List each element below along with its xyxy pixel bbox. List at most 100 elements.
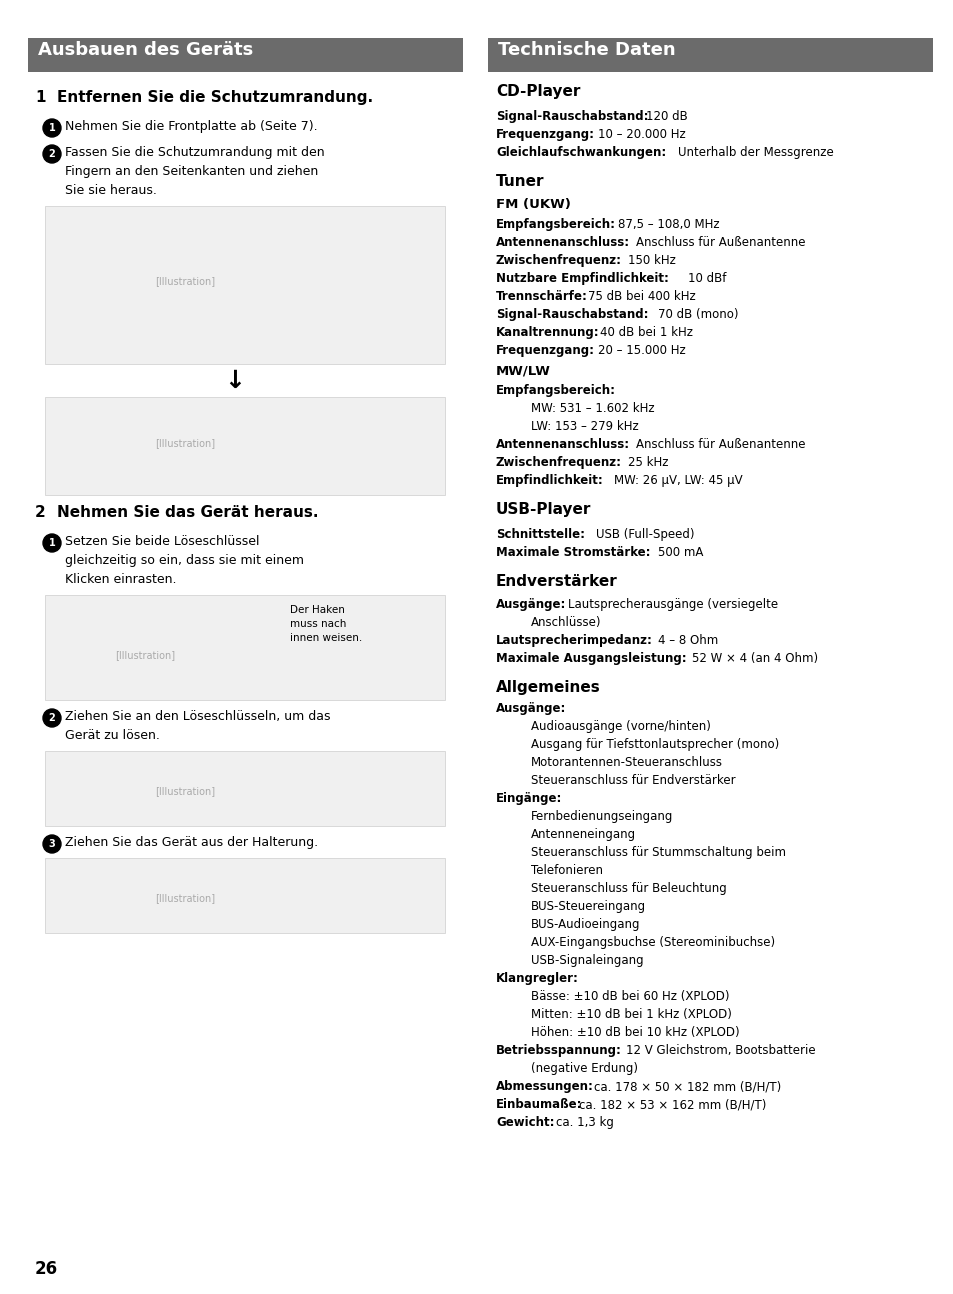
Text: Ziehen Sie an den Löseschlüsseln, um das: Ziehen Sie an den Löseschlüsseln, um das xyxy=(65,710,330,723)
Text: Technische Daten: Technische Daten xyxy=(497,41,675,60)
Text: AUX-Eingangsbuchse (Stereominibuchse): AUX-Eingangsbuchse (Stereominibuchse) xyxy=(531,936,774,949)
Text: Kanaltrennung:: Kanaltrennung: xyxy=(496,326,599,339)
Text: Fernbedienungseingang: Fernbedienungseingang xyxy=(531,810,673,823)
Text: 70 dB (mono): 70 dB (mono) xyxy=(658,308,738,321)
Text: USB (Full-Speed): USB (Full-Speed) xyxy=(596,528,694,541)
Text: Nutzbare Empfindlichkeit:: Nutzbare Empfindlichkeit: xyxy=(496,272,668,285)
Text: 10 – 20.000 Hz: 10 – 20.000 Hz xyxy=(598,128,685,141)
Text: 87,5 – 108,0 MHz: 87,5 – 108,0 MHz xyxy=(618,217,719,232)
Text: USB-Signaleingang: USB-Signaleingang xyxy=(531,954,643,967)
Text: 75 dB bei 400 kHz: 75 dB bei 400 kHz xyxy=(587,290,695,303)
Text: LW: 153 – 279 kHz: LW: 153 – 279 kHz xyxy=(531,421,639,433)
Text: muss nach: muss nach xyxy=(290,619,346,629)
Text: Abmessungen:: Abmessungen: xyxy=(496,1080,594,1093)
Text: Ausgänge:: Ausgänge: xyxy=(496,598,566,611)
Text: Fingern an den Seitenkanten und ziehen: Fingern an den Seitenkanten und ziehen xyxy=(65,166,318,179)
Text: [Illustration]: [Illustration] xyxy=(115,650,175,660)
FancyBboxPatch shape xyxy=(488,38,932,72)
Text: 2: 2 xyxy=(49,149,55,159)
Text: CD-Player: CD-Player xyxy=(496,84,579,100)
Circle shape xyxy=(43,709,61,727)
Text: Empfindlichkeit:: Empfindlichkeit: xyxy=(496,474,603,487)
Circle shape xyxy=(43,145,61,163)
Text: Nehmen Sie die Frontplatte ab (Seite 7).: Nehmen Sie die Frontplatte ab (Seite 7). xyxy=(65,120,317,133)
Text: Gleichlaufschwankungen:: Gleichlaufschwankungen: xyxy=(496,146,665,159)
Text: [Illustration]: [Illustration] xyxy=(154,276,214,286)
Text: ca. 182 × 53 × 162 mm (B/H/T): ca. 182 × 53 × 162 mm (B/H/T) xyxy=(578,1099,765,1112)
Text: Maximale Ausgangsleistung:: Maximale Ausgangsleistung: xyxy=(496,652,686,665)
Text: 2: 2 xyxy=(35,505,46,520)
Text: Frequenzgang:: Frequenzgang: xyxy=(496,344,595,357)
Text: MW: 26 μV, LW: 45 μV: MW: 26 μV, LW: 45 μV xyxy=(614,474,741,487)
Text: Tuner: Tuner xyxy=(496,173,544,189)
Text: Mitten: ±10 dB bei 1 kHz (XPLOD): Mitten: ±10 dB bei 1 kHz (XPLOD) xyxy=(531,1008,731,1021)
FancyBboxPatch shape xyxy=(45,595,444,700)
Text: Audioausgänge (vorne/hinten): Audioausgänge (vorne/hinten) xyxy=(531,719,710,732)
Text: 4 – 8 Ohm: 4 – 8 Ohm xyxy=(658,634,718,647)
Text: 3: 3 xyxy=(49,839,55,849)
Text: USB-Player: USB-Player xyxy=(496,502,591,518)
Text: 120 dB: 120 dB xyxy=(645,110,687,123)
Text: 2: 2 xyxy=(49,713,55,723)
Text: Schnittstelle:: Schnittstelle: xyxy=(496,528,584,541)
Circle shape xyxy=(43,119,61,137)
Text: MW/LW: MW/LW xyxy=(496,365,550,378)
Text: Klangregler:: Klangregler: xyxy=(496,972,578,985)
Text: Lautsprecherausgänge (versiegelte: Lautsprecherausgänge (versiegelte xyxy=(567,598,778,611)
FancyBboxPatch shape xyxy=(45,206,444,364)
Text: Sie sie heraus.: Sie sie heraus. xyxy=(65,184,156,197)
Text: Frequenzgang:: Frequenzgang: xyxy=(496,128,595,141)
Text: Klicken einrasten.: Klicken einrasten. xyxy=(65,573,176,586)
Text: Steueranschluss für Stummschaltung beim: Steueranschluss für Stummschaltung beim xyxy=(531,846,785,859)
Text: Ausbauen des Geräts: Ausbauen des Geräts xyxy=(38,41,253,60)
Text: Eingänge:: Eingänge: xyxy=(496,792,561,805)
Circle shape xyxy=(43,534,61,553)
Text: Gewicht:: Gewicht: xyxy=(496,1115,554,1128)
Text: Anschlüsse): Anschlüsse) xyxy=(531,616,601,629)
Text: ↓: ↓ xyxy=(224,369,245,393)
Text: [Illustration]: [Illustration] xyxy=(154,437,214,448)
Text: Maximale Stromstärke:: Maximale Stromstärke: xyxy=(496,546,650,559)
Text: Empfangsbereich:: Empfangsbereich: xyxy=(496,217,616,232)
Circle shape xyxy=(43,835,61,853)
Text: 500 mA: 500 mA xyxy=(658,546,702,559)
Text: Telefonieren: Telefonieren xyxy=(531,864,602,877)
Text: Bässe: ±10 dB bei 60 Hz (XPLOD): Bässe: ±10 dB bei 60 Hz (XPLOD) xyxy=(531,990,729,1003)
Text: Fassen Sie die Schutzumrandung mit den: Fassen Sie die Schutzumrandung mit den xyxy=(65,146,324,159)
Text: Höhen: ±10 dB bei 10 kHz (XPLOD): Höhen: ±10 dB bei 10 kHz (XPLOD) xyxy=(531,1026,739,1039)
Text: FM (UKW): FM (UKW) xyxy=(496,198,570,211)
Text: 1: 1 xyxy=(35,91,46,105)
Text: Signal-Rauschabstand:: Signal-Rauschabstand: xyxy=(496,308,648,321)
Text: BUS-Audioeingang: BUS-Audioeingang xyxy=(531,917,639,930)
FancyBboxPatch shape xyxy=(45,751,444,826)
Text: Einbaumaße:: Einbaumaße: xyxy=(496,1099,582,1112)
FancyBboxPatch shape xyxy=(28,38,462,72)
Text: Der Haken: Der Haken xyxy=(290,606,345,615)
Text: Empfangsbereich:: Empfangsbereich: xyxy=(496,384,616,397)
Text: Anschluss für Außenantenne: Anschluss für Außenantenne xyxy=(636,437,804,452)
Text: Trennschärfe:: Trennschärfe: xyxy=(496,290,587,303)
Text: Antennenanschluss:: Antennenanschluss: xyxy=(496,437,630,452)
Text: gleichzeitig so ein, dass sie mit einem: gleichzeitig so ein, dass sie mit einem xyxy=(65,554,304,567)
Text: (negative Erdung): (negative Erdung) xyxy=(531,1062,638,1075)
Text: Lautsprecherimpedanz:: Lautsprecherimpedanz: xyxy=(496,634,652,647)
Text: 40 dB bei 1 kHz: 40 dB bei 1 kHz xyxy=(599,326,692,339)
Text: 52 W × 4 (an 4 Ohm): 52 W × 4 (an 4 Ohm) xyxy=(691,652,818,665)
Text: Anschluss für Außenantenne: Anschluss für Außenantenne xyxy=(636,236,804,248)
Text: MW: 531 – 1.602 kHz: MW: 531 – 1.602 kHz xyxy=(531,402,654,415)
Text: Betriebsspannung:: Betriebsspannung: xyxy=(496,1044,621,1057)
Text: [Illustration]: [Illustration] xyxy=(154,785,214,796)
Text: Entfernen Sie die Schutzumrandung.: Entfernen Sie die Schutzumrandung. xyxy=(57,91,373,105)
Text: Antenneneingang: Antenneneingang xyxy=(531,828,636,841)
Text: Signal-Rauschabstand:: Signal-Rauschabstand: xyxy=(496,110,648,123)
Text: [Illustration]: [Illustration] xyxy=(154,893,214,903)
Text: Ziehen Sie das Gerät aus der Halterung.: Ziehen Sie das Gerät aus der Halterung. xyxy=(65,836,317,849)
FancyBboxPatch shape xyxy=(45,858,444,933)
Text: 10 dBf: 10 dBf xyxy=(687,272,725,285)
Text: Zwischenfrequenz:: Zwischenfrequenz: xyxy=(496,254,621,267)
Text: 150 kHz: 150 kHz xyxy=(627,254,675,267)
Text: Motorantennen-Steueranschluss: Motorantennen-Steueranschluss xyxy=(531,756,722,769)
Text: Allgemeines: Allgemeines xyxy=(496,681,600,695)
Text: Unterhalb der Messgrenze: Unterhalb der Messgrenze xyxy=(678,146,833,159)
Text: Ausgang für Tiefsttonlautsprecher (mono): Ausgang für Tiefsttonlautsprecher (mono) xyxy=(531,738,779,751)
